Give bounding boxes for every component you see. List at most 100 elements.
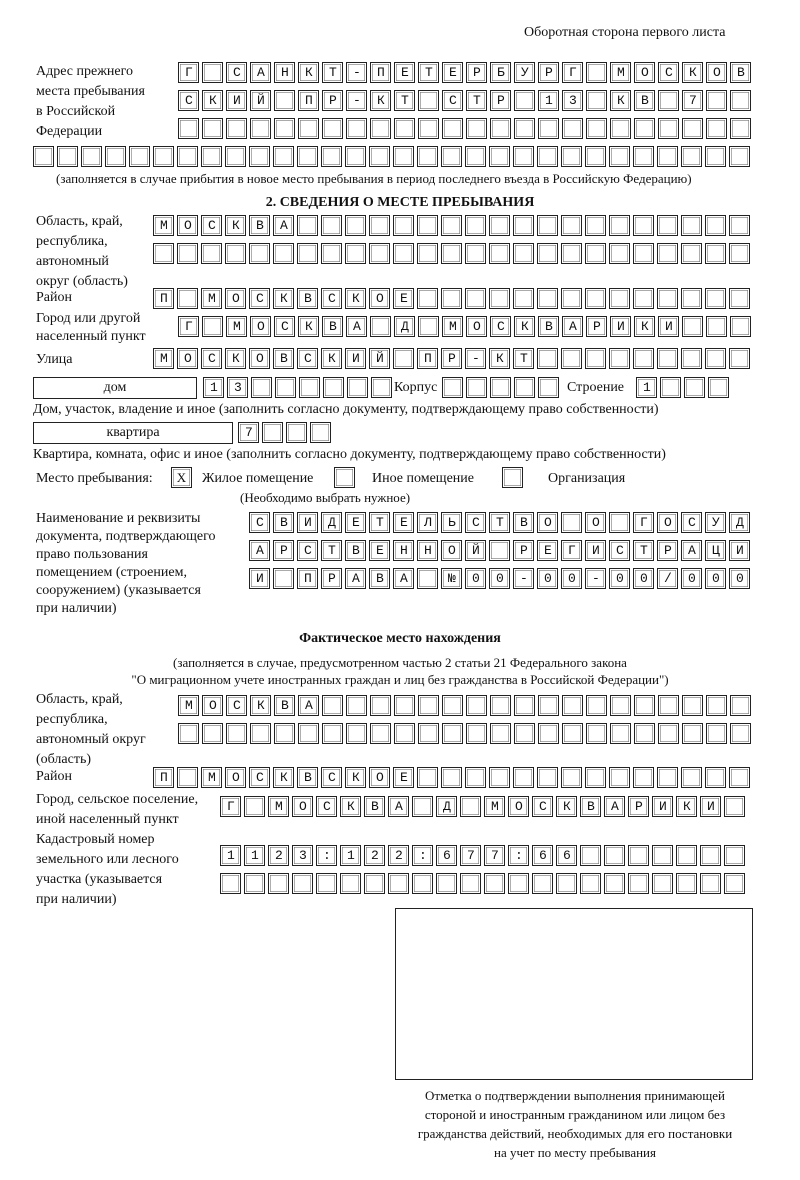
character-cell[interactable] (585, 512, 606, 533)
prev-address-row[interactable] (178, 118, 761, 140)
character-cell[interactable] (585, 540, 606, 561)
character-cell[interactable] (371, 377, 392, 398)
character-cell[interactable] (561, 215, 582, 236)
character-cell[interactable] (730, 90, 751, 111)
character-cell[interactable] (634, 723, 655, 744)
character-cell[interactable] (562, 90, 583, 111)
character-cell[interactable] (465, 243, 486, 264)
house-type-field[interactable]: дом (33, 377, 197, 399)
character-cell[interactable] (129, 146, 150, 167)
character-cell[interactable] (441, 243, 462, 264)
character-cell[interactable] (393, 243, 414, 264)
character-cell[interactable] (561, 288, 582, 309)
character-cell[interactable] (201, 215, 222, 236)
character-cell[interactable] (202, 62, 223, 83)
character-cell[interactable] (273, 243, 294, 264)
character-cell[interactable] (730, 62, 751, 83)
character-cell[interactable] (729, 512, 750, 533)
character-cell[interactable] (442, 695, 463, 716)
character-cell[interactable] (609, 767, 630, 788)
character-cell[interactable] (298, 695, 319, 716)
character-cell[interactable] (514, 316, 535, 337)
character-cell[interactable] (322, 695, 343, 716)
character-cell[interactable] (227, 377, 248, 398)
character-cell[interactable] (508, 796, 529, 817)
character-cell[interactable] (436, 873, 457, 894)
character-cell[interactable] (441, 568, 462, 589)
character-cell[interactable] (513, 243, 534, 264)
character-cell[interactable] (729, 215, 750, 236)
character-cell[interactable] (202, 695, 223, 716)
character-cell[interactable] (369, 540, 390, 561)
character-cell[interactable] (676, 873, 697, 894)
character-cell[interactable] (345, 146, 366, 167)
region-row[interactable] (153, 243, 760, 265)
character-cell[interactable] (273, 288, 294, 309)
character-cell[interactable] (298, 723, 319, 744)
character-cell[interactable] (489, 512, 510, 533)
character-cell[interactable] (700, 796, 721, 817)
character-cell[interactable] (412, 845, 433, 866)
character-cell[interactable] (538, 377, 559, 398)
character-cell[interactable] (609, 215, 630, 236)
character-cell[interactable] (729, 767, 750, 788)
character-cell[interactable] (460, 796, 481, 817)
character-cell[interactable] (153, 767, 174, 788)
character-cell[interactable] (321, 348, 342, 369)
character-cell[interactable] (490, 62, 511, 83)
stroenie-row[interactable]: 1 (643, 380, 740, 395)
character-cell[interactable] (633, 215, 654, 236)
character-cell[interactable] (681, 568, 702, 589)
character-cell[interactable] (268, 845, 289, 866)
character-cell[interactable] (489, 568, 510, 589)
character-cell[interactable] (585, 288, 606, 309)
character-cell[interactable] (609, 288, 630, 309)
character-cell[interactable] (466, 695, 487, 716)
character-cell[interactable] (705, 540, 726, 561)
character-cell[interactable] (556, 873, 577, 894)
character-cell[interactable] (513, 540, 534, 561)
character-cell[interactable] (394, 62, 415, 83)
character-cell[interactable] (681, 512, 702, 533)
character-cell[interactable] (441, 767, 462, 788)
character-cell[interactable] (292, 873, 313, 894)
character-cell[interactable] (393, 540, 414, 561)
character-cell[interactable] (730, 118, 751, 139)
character-cell[interactable] (393, 568, 414, 589)
character-cell[interactable] (250, 316, 271, 337)
character-cell[interactable] (729, 348, 750, 369)
character-cell[interactable] (657, 767, 678, 788)
character-cell[interactable] (394, 90, 415, 111)
character-cell[interactable] (580, 796, 601, 817)
character-cell[interactable] (705, 767, 726, 788)
document-row[interactable]: АРСТВЕННОЙ РЕГИСТРАЦИ (256, 543, 761, 558)
character-cell[interactable] (676, 796, 697, 817)
character-cell[interactable] (652, 873, 673, 894)
character-cell[interactable] (297, 146, 318, 167)
character-cell[interactable] (537, 540, 558, 561)
character-cell[interactable] (340, 873, 361, 894)
character-cell[interactable] (274, 118, 295, 139)
character-cell[interactable] (562, 695, 583, 716)
character-cell[interactable] (628, 845, 649, 866)
character-cell[interactable] (250, 118, 271, 139)
character-cell[interactable] (514, 695, 535, 716)
character-cell[interactable] (705, 568, 726, 589)
character-cell[interactable] (345, 767, 366, 788)
character-cell[interactable] (681, 243, 702, 264)
character-cell[interactable] (561, 512, 582, 533)
character-cell[interactable] (609, 568, 630, 589)
character-cell[interactable] (250, 62, 271, 83)
character-cell[interactable] (322, 118, 343, 139)
character-cell[interactable] (393, 767, 414, 788)
character-cell[interactable] (178, 723, 199, 744)
character-cell[interactable] (273, 215, 294, 236)
character-cell[interactable] (417, 540, 438, 561)
character-cell[interactable] (610, 316, 631, 337)
character-cell[interactable] (417, 146, 438, 167)
character-cell[interactable] (634, 62, 655, 83)
character-cell[interactable] (561, 146, 582, 167)
character-cell[interactable] (658, 62, 679, 83)
character-cell[interactable] (412, 873, 433, 894)
character-cell[interactable] (297, 767, 318, 788)
